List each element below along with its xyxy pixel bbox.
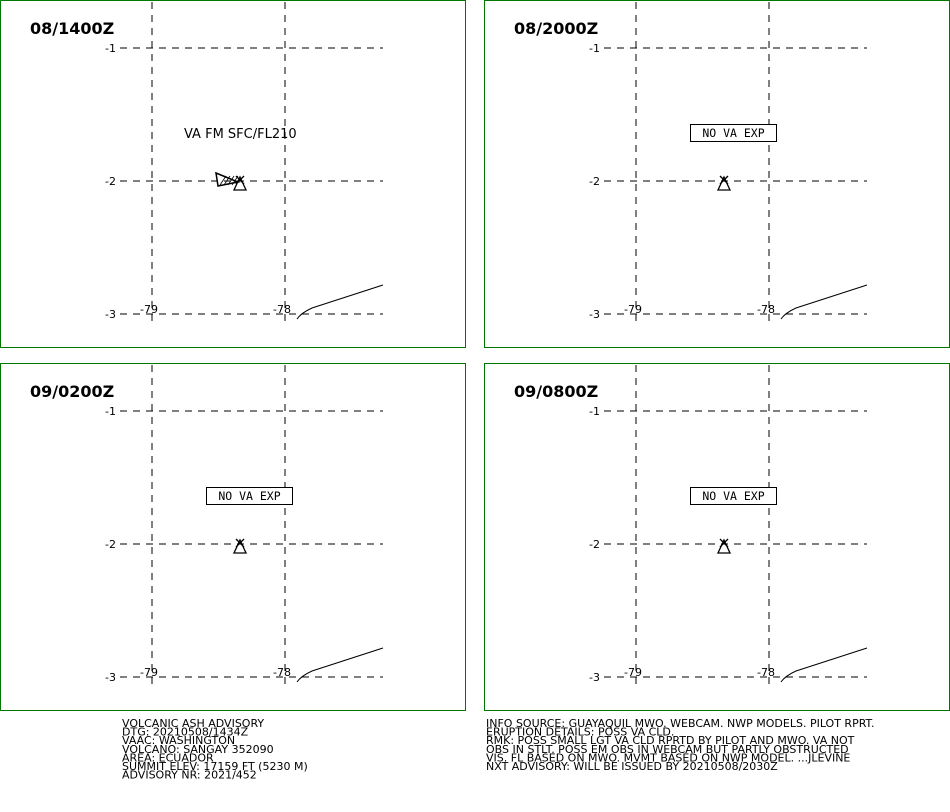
ash-hatch — [227, 175, 235, 186]
lon-label: -78 — [273, 303, 291, 316]
lat-label: -2 — [589, 538, 600, 551]
footer-line: ERUPTION DETAILS: POSS VA CLD. — [486, 726, 674, 739]
coastline — [296, 647, 384, 683]
footer-line: ADVISORY NR: 2021/452 — [122, 769, 257, 782]
volcano-symbol — [716, 175, 732, 191]
lon-label: -79 — [624, 303, 642, 316]
footer-line: VAAC: WASHINGTON — [122, 734, 235, 747]
footer-line: NXT ADVISORY: WILL BE ISSUED BY 20210508… — [486, 760, 778, 773]
lon-label: -78 — [273, 666, 291, 679]
footer-line: OBS IN STLT. POSS EM OBS IN WEBCAM BUT P… — [486, 743, 849, 756]
lon-label: -79 — [140, 303, 158, 316]
ash-hatch — [223, 175, 231, 186]
footer-line: AREA: ECUADOR — [122, 751, 214, 764]
coastline — [296, 284, 384, 320]
lon-label: -78 — [757, 303, 775, 316]
volcano-symbol — [232, 538, 248, 554]
panel-border — [0, 363, 466, 711]
ash-hatch — [231, 175, 239, 186]
panel-time: 09/0200Z — [30, 382, 114, 401]
lat-label: -3 — [589, 308, 600, 321]
panel-time: 08/1400Z — [30, 19, 114, 38]
annotation-box — [690, 124, 777, 142]
lat-label: -3 — [105, 671, 116, 684]
footer-line: VOLCANO: SANGAY 352090 — [122, 743, 274, 756]
lat-label: -3 — [589, 671, 600, 684]
footer-line: VOLCANIC ASH ADVISORY — [122, 717, 264, 730]
ash-hatch — [219, 175, 227, 186]
map-panel: -1 -2 -3 -79 -78 09/0800Z NO VA EXP — [484, 363, 950, 711]
panel-border — [0, 0, 466, 348]
map-panel: -1 -2 -3 -79 -78 09/0200Z NO VA EXP — [0, 363, 466, 711]
panel-time: 08/2000Z — [514, 19, 598, 38]
lon-label: -79 — [140, 666, 158, 679]
footer-line: DTG: 20210508/1434Z — [122, 726, 249, 739]
map-panel: -1 -2 -3 -79 -78 08/1400Z VA FM SFC/FL210 — [0, 0, 466, 348]
lat-label: -1 — [589, 42, 600, 55]
lat-label: -1 — [105, 405, 116, 418]
map-panel: -1 -2 -3 -79 -78 08/2000Z NO VA EXP — [484, 0, 950, 348]
lon-label: -79 — [624, 666, 642, 679]
annotation-box — [690, 487, 777, 505]
panel-border — [484, 0, 950, 348]
annotation: NO VA EXP — [218, 489, 280, 503]
ash-cloud — [215, 171, 241, 187]
lat-label: -3 — [105, 308, 116, 321]
footer-line: VIS. FL BASED ON MWO. MVMT BASED ON NWP … — [486, 751, 850, 764]
lat-label: -2 — [105, 175, 116, 188]
lat-label: -2 — [105, 538, 116, 551]
footer-line: SUMMIT ELEV: 17159 FT (5230 M) — [122, 760, 308, 773]
annotation: VA FM SFC/FL210 — [184, 127, 297, 142]
lat-label: -1 — [589, 405, 600, 418]
lat-label: -2 — [589, 175, 600, 188]
lon-label: -78 — [757, 666, 775, 679]
panel-time: 09/0800Z — [514, 382, 598, 401]
coastline — [780, 647, 868, 683]
volcano-symbol — [716, 538, 732, 554]
lat-label: -1 — [105, 42, 116, 55]
footer-line: RMK: POSS SMALL LGT VA CLD RPRTD BY PILO… — [486, 734, 855, 747]
coastline — [780, 284, 868, 320]
annotation: NO VA EXP — [702, 126, 764, 140]
panel-border — [484, 363, 950, 711]
annotation: NO VA EXP — [702, 489, 764, 503]
annotation-box — [206, 487, 293, 505]
footer-line: INFO SOURCE: GUAYAQUIL MWO. WEBCAM. NWP … — [486, 717, 874, 730]
